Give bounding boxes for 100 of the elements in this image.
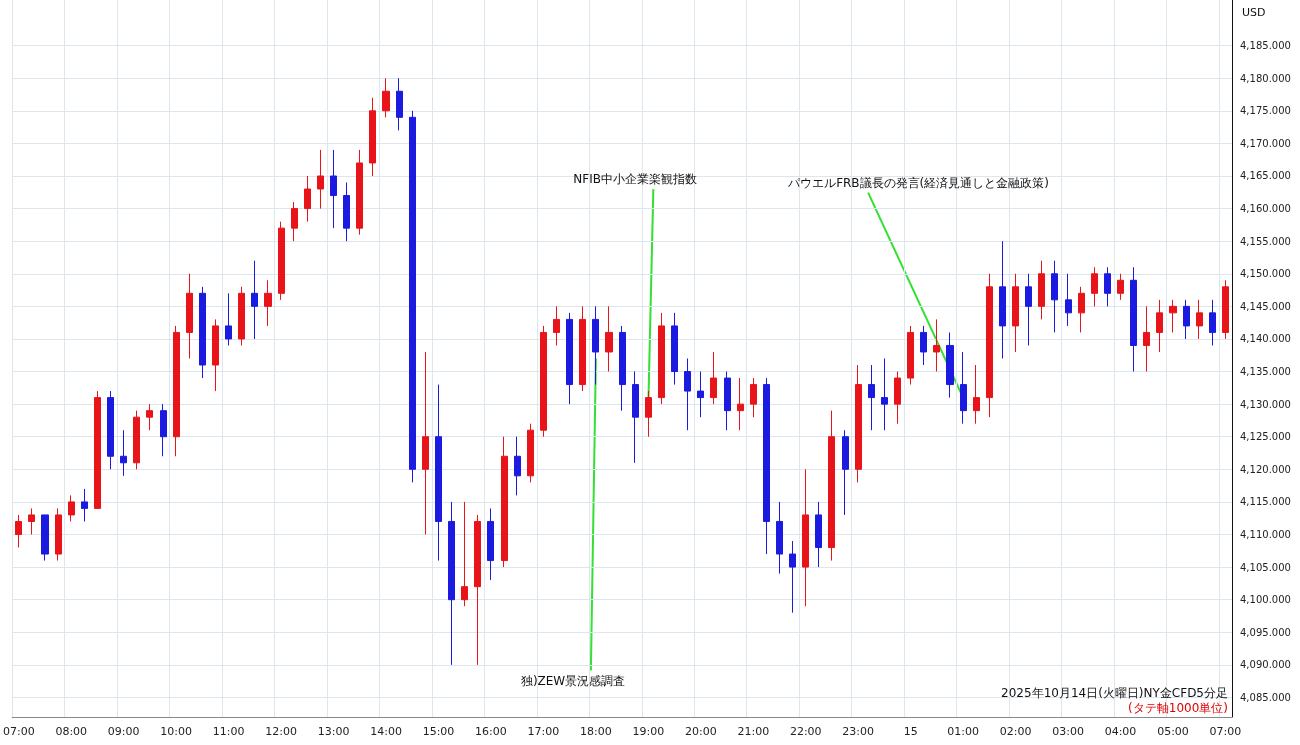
candlestick (619, 325, 626, 412)
annotation: 2025年10月14日(火曜日)NY金CFD5分足 (1001, 686, 1228, 700)
candlestick (763, 377, 770, 555)
candlestick (291, 201, 298, 242)
x-tick-label: 15:00 (422, 725, 455, 738)
candlestick (487, 507, 494, 581)
y-tick-label: 4,130.000 (1240, 398, 1291, 410)
candlestick (1156, 299, 1163, 353)
candlestick (1038, 260, 1045, 320)
candlestick (15, 514, 22, 549)
x-tick-label: 12:00 (265, 725, 297, 738)
candlestick (933, 318, 940, 373)
y-tick-label: 4,160.000 (1240, 203, 1291, 215)
y-tick-label: 4,100.000 (1240, 594, 1291, 606)
y-tick-label: 4,180.000 (1240, 72, 1291, 84)
candlestick (120, 429, 127, 477)
candlestick (343, 182, 350, 242)
candlestick (1091, 266, 1098, 307)
x-tick-label: 17:00 (527, 725, 560, 738)
candlestick (81, 488, 88, 522)
y-tick-label: 4,175.000 (1240, 105, 1291, 117)
candlestick (986, 273, 993, 418)
candlestick (225, 292, 232, 346)
candlestick (238, 286, 245, 346)
candlestick (1209, 299, 1216, 346)
candlestick (737, 377, 744, 431)
y-tick-label: 4,125.000 (1240, 431, 1291, 443)
candlestick (369, 97, 376, 177)
y-tick-label: 4,140.000 (1240, 333, 1291, 345)
candlestick (881, 358, 888, 431)
candlestick (815, 501, 822, 568)
y-tick-label: 4,150.000 (1240, 268, 1291, 280)
candlestick (94, 390, 101, 509)
y-axis-title: USD (1242, 6, 1266, 19)
candlestick (697, 371, 704, 418)
y-tick-label: 4,105.000 (1240, 561, 1291, 573)
candlestick (710, 351, 717, 405)
y-tick-label: 4,170.000 (1240, 137, 1291, 149)
candlestick (435, 384, 442, 562)
annotation: NFIB中小企業楽観指数 (573, 172, 697, 187)
candlestick (212, 318, 219, 392)
y-tick-label: 4,115.000 (1240, 496, 1291, 508)
candlestick (251, 260, 258, 340)
y-tick-label: 4,185.000 (1240, 40, 1291, 52)
candlestick (146, 403, 153, 431)
y-tick-label: 4,085.000 (1240, 691, 1291, 703)
candlestick (973, 364, 980, 425)
x-tick-label: 23:00 (842, 725, 875, 738)
candlestick (960, 351, 967, 425)
candlestick (133, 410, 140, 470)
candlestick (750, 377, 757, 418)
candlestick (645, 390, 652, 438)
candlestick (448, 501, 455, 666)
candlestick (907, 325, 914, 386)
candlestick (920, 325, 927, 366)
candlestick (1183, 299, 1190, 340)
annotation: 独)ZEW景況感調査 (520, 673, 626, 688)
annotation: パウエルFRB議長の発言(経済見通しと金融政策) (787, 175, 1049, 190)
candlestick (1104, 266, 1111, 307)
y-tick-label: 4,155.000 (1240, 235, 1291, 247)
candlestick (396, 77, 403, 131)
candlestick (1065, 273, 1072, 327)
candlestick (1222, 279, 1229, 340)
candlestick (501, 436, 508, 568)
x-tick-label: 21:00 (737, 725, 770, 738)
y-tick-label: 4,110.000 (1240, 528, 1291, 540)
candlestick (264, 279, 272, 327)
candlestick (592, 305, 599, 386)
candlestick (553, 305, 560, 346)
candlestick (1196, 299, 1203, 340)
x-tick-label: 01:00 (947, 725, 979, 738)
candlestick (802, 468, 809, 607)
candlestick (894, 371, 901, 425)
candlestick (160, 403, 167, 457)
candlestick (55, 507, 62, 562)
candlestick (186, 273, 193, 359)
candlestick (278, 221, 285, 301)
candlestick (107, 390, 114, 470)
y-tick-label: 4,120.000 (1240, 463, 1291, 475)
annotation: (タテ軸1000単位) (1128, 701, 1228, 715)
candlestick (1130, 266, 1137, 373)
candlestick (1117, 273, 1124, 301)
y-tick-label: 4,090.000 (1240, 659, 1291, 671)
x-tick-label: 10:00 (160, 725, 193, 738)
x-tick-label: 15 (903, 725, 918, 738)
candlestick (658, 312, 665, 405)
candlestick (199, 286, 206, 379)
x-tick-label: 22:00 (789, 725, 822, 738)
candlestick (68, 494, 75, 522)
candlestick (1025, 273, 1032, 346)
candlestick (527, 423, 534, 483)
candlestick (1012, 273, 1019, 353)
x-tick-label: 07:00 (1209, 725, 1242, 738)
candlestick (461, 501, 468, 607)
candlestick (946, 331, 954, 399)
candlestick (1078, 286, 1085, 333)
candlestick (842, 429, 849, 516)
candlestick (422, 351, 429, 535)
x-tick-label: 11:00 (212, 725, 245, 738)
y-tick-label: 4,135.000 (1240, 366, 1291, 378)
